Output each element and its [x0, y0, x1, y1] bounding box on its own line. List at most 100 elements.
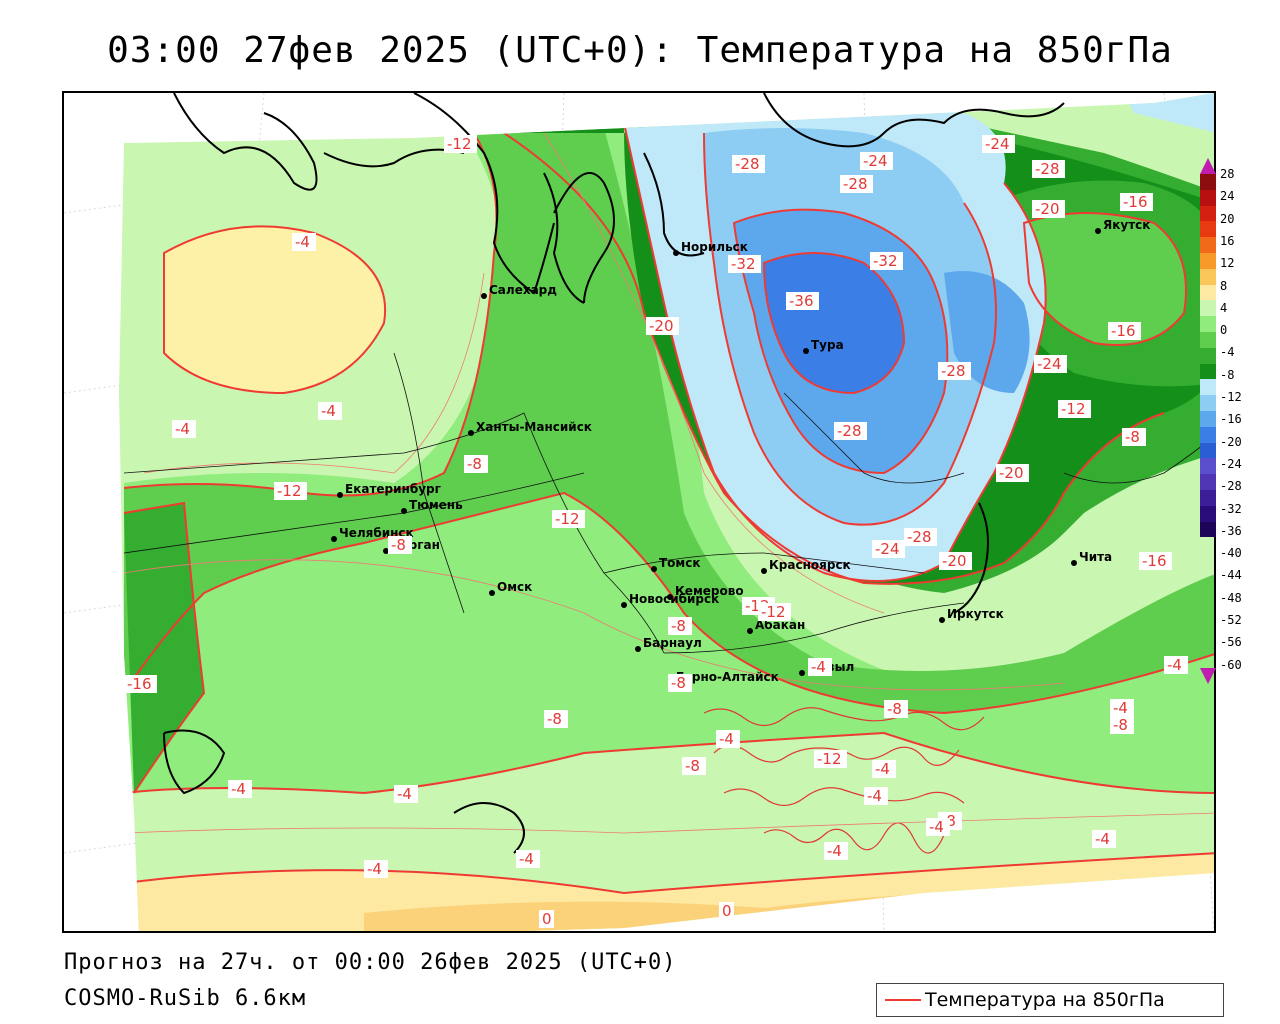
colorbar-cell [1200, 395, 1216, 411]
isotherm-label: -4 [175, 420, 190, 438]
isotherm-label-bg [668, 674, 692, 692]
isotherm-label-bg [1034, 355, 1067, 373]
isotherm-label: -8 [671, 617, 686, 635]
colorbar-cell [1200, 331, 1216, 348]
isotherm-label-bg [1032, 160, 1065, 178]
isotherm-label: -8 [391, 536, 406, 554]
isotherm-label: -4 [875, 760, 890, 778]
isotherm-label-bg [824, 842, 848, 860]
isotherm-label: -4 [929, 818, 944, 836]
colorbar-cell [1200, 505, 1216, 522]
colorbar-cell [1200, 268, 1216, 285]
colorbar-cell [1200, 174, 1216, 190]
isotherms [123, 122, 1214, 895]
colorbar-label: -8 [1220, 367, 1235, 382]
isotherm-label-bg [1139, 552, 1172, 570]
colorbar-label: 28 [1220, 167, 1235, 181]
colorbar-label: -40 [1220, 546, 1242, 561]
isotherm-label-bg [516, 850, 540, 868]
isotherm-label-bg [719, 902, 734, 920]
isotherm-label: -28 [941, 362, 966, 380]
isotherm-label: -8 [1125, 428, 1140, 446]
city-marker [1071, 560, 1077, 566]
isotherm-label-bg [1120, 193, 1153, 211]
colorbar-cell [1200, 363, 1216, 380]
isotherm-labels: -12 -28 -24 -28 -24 -28 -20 -16 -4 -32 -32 -36 -20 -1… [124, 135, 1188, 928]
city-marker [481, 293, 487, 299]
isotherm-label: -16 [1111, 322, 1136, 340]
colorbar-label: 8 [1220, 278, 1228, 293]
isotherm-label: -8 [467, 455, 482, 473]
city-label: Кемерово [675, 584, 744, 598]
isotherm-label: -4 [811, 658, 826, 676]
isotherm-label-bg [904, 528, 937, 546]
isotherm-label-bg [444, 135, 477, 153]
map-legend: Температура на 850гПа [876, 983, 1224, 1017]
isotherm-label-bg [872, 540, 905, 558]
isotherm-label-bg [552, 510, 585, 528]
city-marker [337, 492, 343, 498]
city-marker [799, 670, 805, 676]
map-canvas: Норильск Тура Якутск Салехард Ханты-Мансийск… [64, 93, 1214, 931]
isotherm-label: -4 [827, 842, 842, 860]
isotherm-label-bg [758, 603, 791, 621]
isotherm-label: -12 [1061, 400, 1086, 418]
isotherm-label-bg [884, 700, 908, 718]
isotherm-label-bg [292, 233, 316, 251]
isotherm-label-bg [814, 750, 847, 768]
model-name: COSMO-RuSib 6.6км [64, 986, 307, 1011]
city-label: Иркутск [947, 607, 1004, 621]
colorbar-label: -44 [1220, 568, 1242, 583]
isotherm-label-bg [544, 710, 568, 728]
isotherm-label: -4 [719, 730, 734, 748]
isotherm-label: -4 [321, 402, 336, 420]
colorbar-label: 24 [1220, 189, 1235, 204]
isotherm-label-bg [388, 536, 412, 554]
isotherm-label-bg [926, 818, 950, 836]
city-marker [667, 594, 673, 600]
isotherm-label-bg [834, 422, 867, 440]
colorbar-label: 4 [1220, 300, 1228, 315]
city-marker [635, 646, 641, 652]
isotherm-label-bg [682, 757, 706, 775]
colorbar-label: 12 [1220, 256, 1235, 271]
colorbar-label: -28 [1220, 479, 1242, 494]
isotherm-label: -16 [127, 675, 152, 693]
city-label: Красноярск [769, 558, 851, 572]
isotherm-label: -12 [761, 603, 786, 621]
isotherm-label: -28 [907, 528, 932, 546]
isotherm-label: -28 [735, 155, 760, 173]
isotherm-label-bg [982, 135, 1015, 153]
isotherm-label: -4 [397, 785, 412, 803]
warm-region-nw [164, 226, 386, 393]
colorbar-cell [1200, 521, 1216, 538]
colorbar-cell [1200, 379, 1216, 396]
forecast-info: Прогноз на 27ч. от 00:00 26фев 2025 (UTC… [64, 950, 677, 975]
isotherm-label: -20 [999, 464, 1024, 482]
city-label: Абакан [755, 618, 805, 632]
colorbar-label: -20 [1220, 434, 1242, 449]
isotherm-label: -20 [942, 552, 967, 570]
isotherm-label: -28 [1035, 160, 1060, 178]
isotherm-label: -20 [1035, 200, 1060, 218]
colorbar-label: -56 [1220, 635, 1242, 650]
isotherm-label-bg [1110, 716, 1134, 734]
colorbar-label: -60 [1220, 657, 1242, 672]
isotherm-label: -8 [671, 674, 686, 692]
isotherm-label-bg [840, 175, 873, 193]
city-marker [761, 568, 767, 574]
isotherm-label: -4 [231, 780, 246, 798]
colorbar-top-arrow [1200, 158, 1216, 174]
colorbar-cell [1200, 221, 1216, 238]
coastlines [163, 93, 1065, 854]
isotherm-label: -8 [685, 757, 700, 775]
isotherm-label-bg [228, 780, 252, 798]
colorbar-cell [1200, 237, 1216, 253]
colorbar-label: -52 [1220, 613, 1242, 627]
colorbar-label: -36 [1220, 523, 1242, 538]
isotherm-label: -4 [1095, 830, 1110, 848]
city-label: Чита [1079, 550, 1112, 564]
isotherm-label-bg [394, 785, 418, 803]
isotherm-label: 0 [542, 910, 552, 928]
colorbar-cell [1200, 426, 1216, 443]
